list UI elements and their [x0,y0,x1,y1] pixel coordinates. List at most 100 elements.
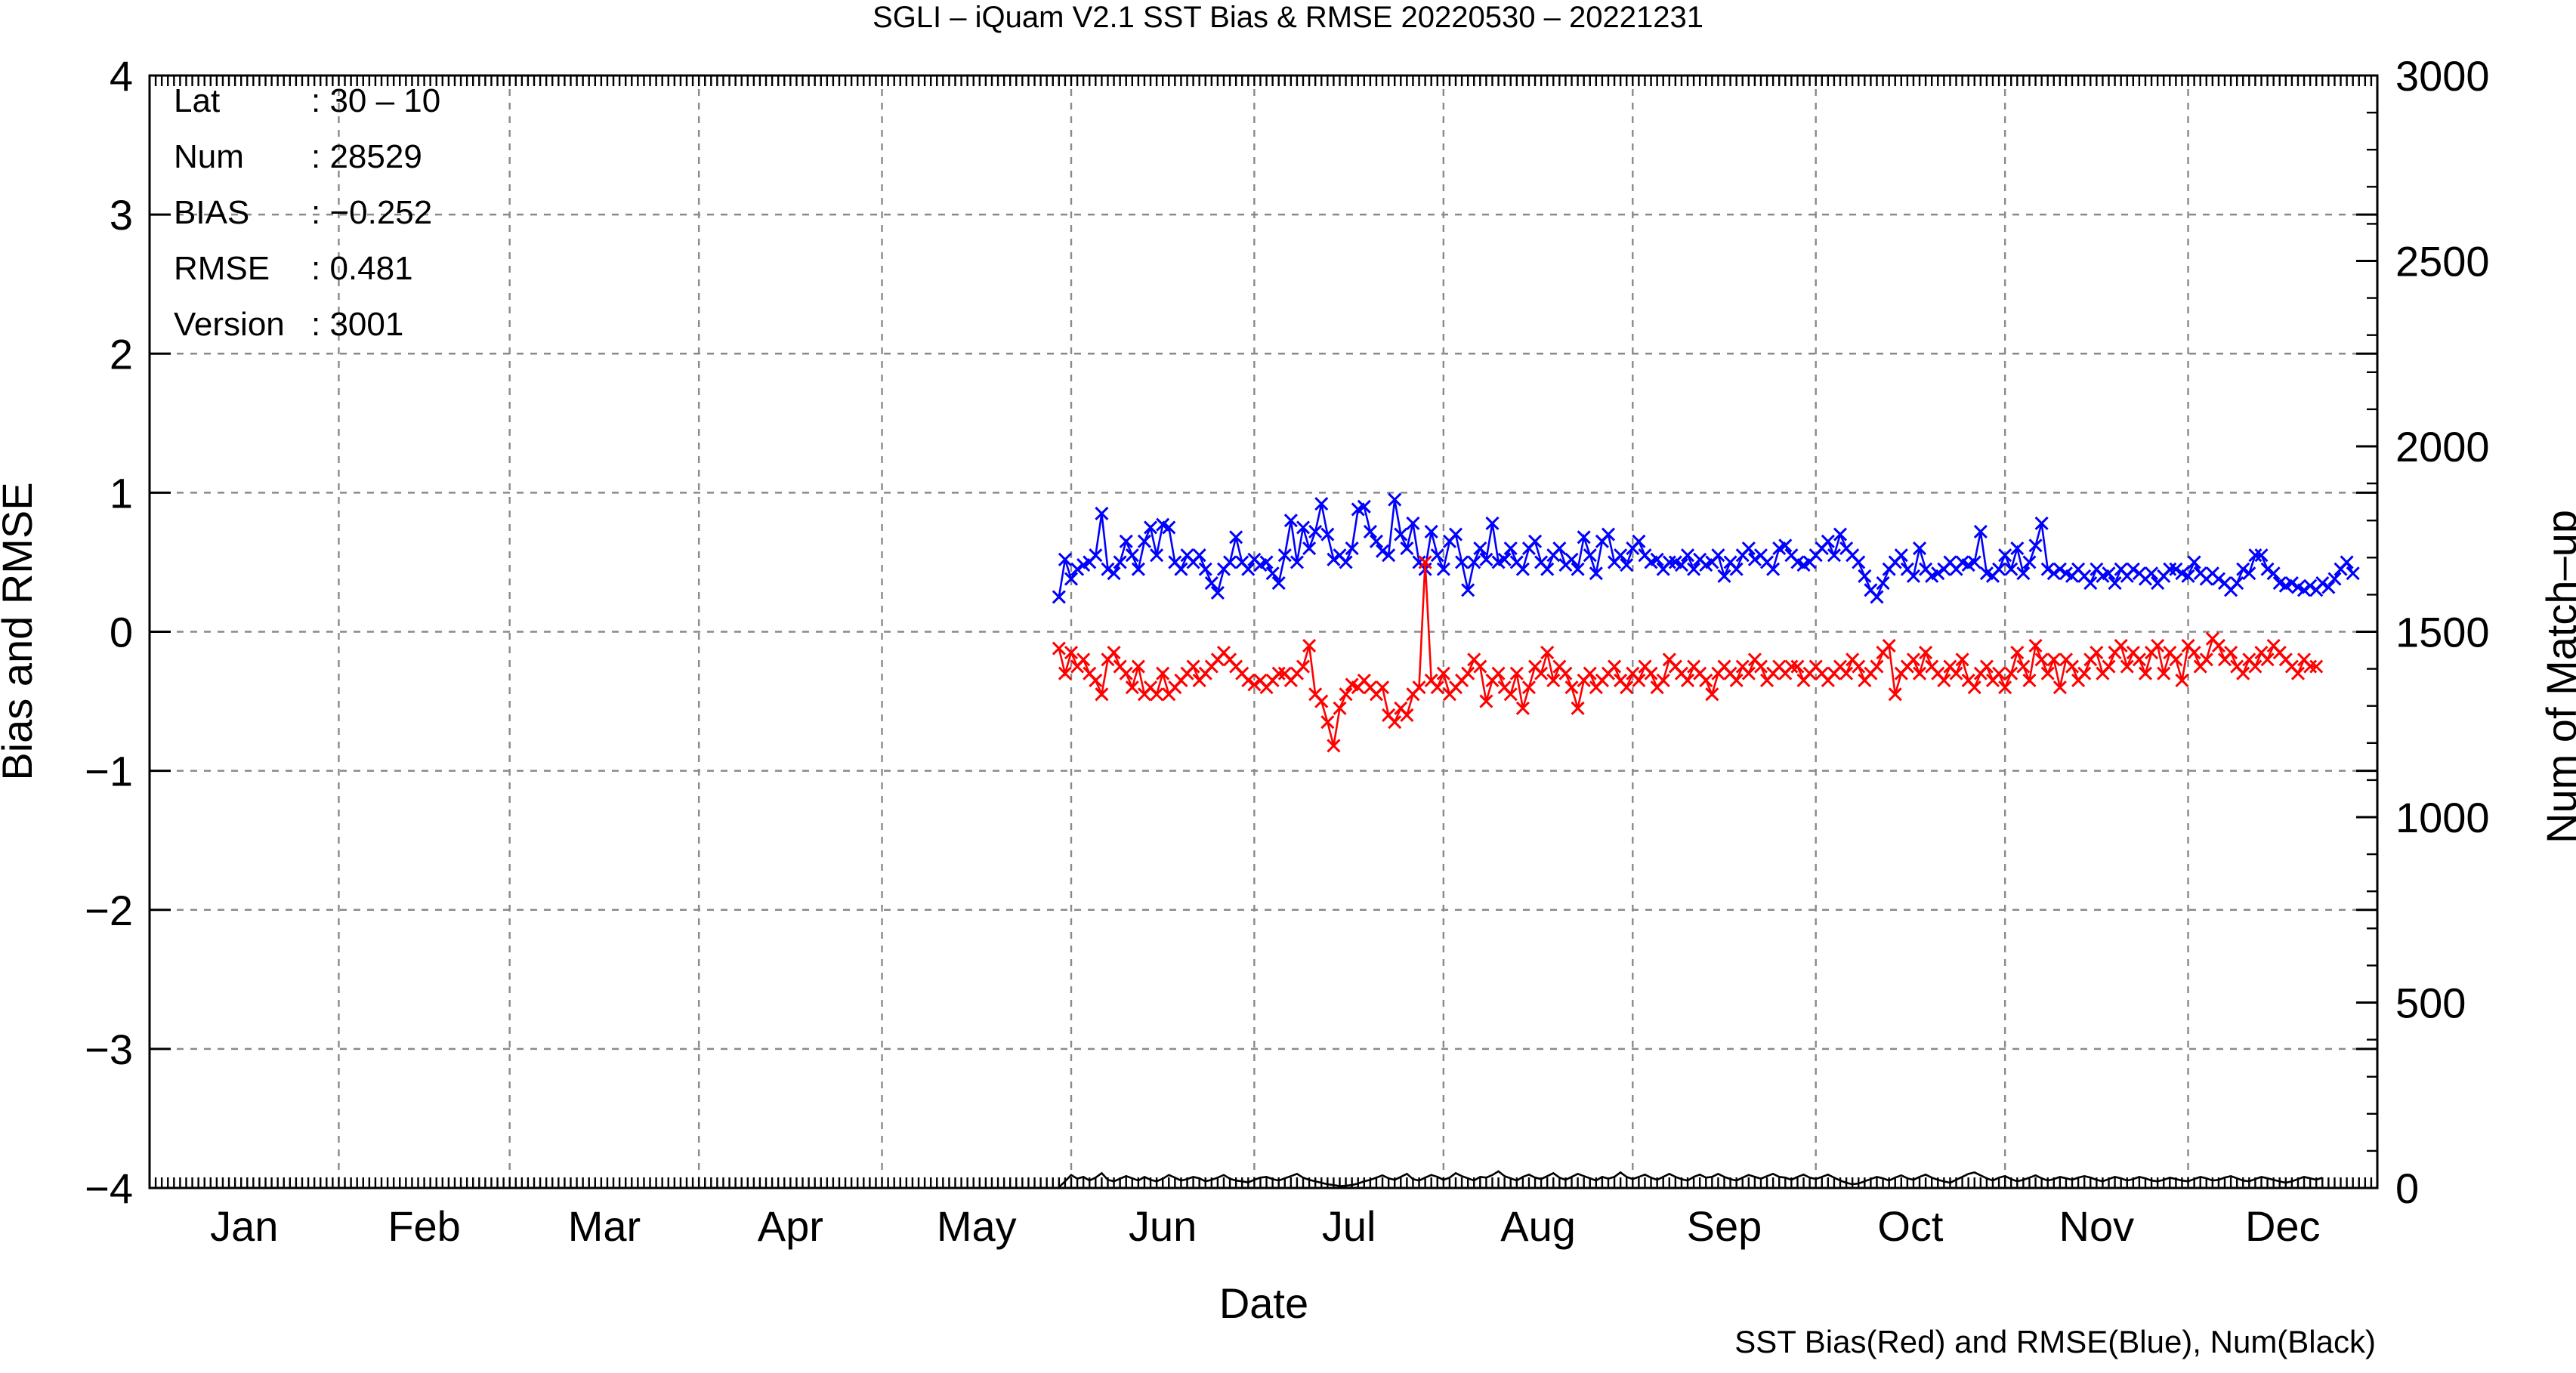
left-tick-label: −4 [85,1165,133,1212]
data-point-rmse [1717,569,1731,583]
month-label: Aug [1500,1202,1576,1250]
chart-title: SGLI – iQuam V2.1 SST Bias & RMSE 202205… [873,1,1703,34]
minor-ticks [148,74,2379,1189]
left-tick-label: 3 [110,191,133,239]
data-point-rmse [1766,562,1781,576]
data-point-rmse [2321,580,2336,594]
series-rmse [1052,492,2360,604]
data-point-rmse [1143,520,1158,535]
data-point-rmse [1992,562,2006,576]
data-point-bias [1540,646,1555,660]
data-point-bias [1125,680,1139,695]
data-point-rmse [2163,562,2177,576]
data-point-bias [2175,673,2189,688]
data-point-rmse [1973,524,1988,538]
data-point-rmse [2211,572,2225,586]
left-tick-label: 4 [110,52,133,100]
right-tick-label: 1500 [2395,609,2490,656]
data-point-bias [1095,687,1109,702]
data-point-bias [1839,666,1854,680]
data-point-rmse [1967,555,1981,569]
data-point-rmse [1150,548,1164,563]
month-label: Sep [1687,1202,1762,1250]
data-point-rmse [1125,548,1139,563]
data-point-rmse [1089,548,1103,563]
data-point-rmse [2315,575,2330,591]
data-point-rmse [1241,562,1256,576]
data-point-bias [1919,646,1933,660]
data-point-rmse [1070,562,1085,576]
data-point-rmse [1503,541,1518,556]
data-point-bias [2102,659,2116,674]
data-point-rmse [1345,541,1359,556]
data-point-bias [1418,555,1432,569]
data-point-bias [2065,659,2080,674]
data-point-bias [2290,666,2306,680]
data-point-bias [1241,673,1256,688]
data-point-bias [2114,638,2128,653]
right-tick-label: 2500 [2395,238,2490,285]
data-point-rmse [1461,583,1475,597]
data-point-bias [1680,673,1695,688]
month-label: Feb [388,1202,461,1250]
data-point-rmse [1296,520,1311,535]
data-point-bias [1937,673,1951,688]
data-point-rmse [1131,562,1145,576]
data-point-rmse [2346,566,2360,581]
data-point-rmse [1479,552,1493,566]
stat-label: RMSE [174,250,270,287]
data-point-rmse [2169,562,2183,576]
data-point-rmse [1912,541,1927,556]
data-point-rmse [1687,562,1701,576]
data-point-bias [1571,701,1585,715]
data-point-bias [1107,646,1121,660]
data-point-rmse [1162,520,1176,535]
data-point-rmse [1375,544,1390,558]
data-point-bias [1302,638,1317,653]
data-point-rmse [2254,548,2269,563]
data-point-rmse [2260,562,2275,576]
data-point-rmse [1729,562,1744,576]
right-y-ticks: 0 500 1000 1500 2000 2500 3000 [2356,52,2490,1212]
data-point-rmse [1858,569,1872,583]
data-point-rmse [1430,548,1444,563]
data-point-bias [1784,659,1799,674]
data-point-bias [1564,680,1579,695]
stat-label: Version [174,306,285,343]
data-point-bias [1320,715,1335,730]
data-point-rmse [2230,575,2244,591]
data-point-rmse [2296,583,2312,597]
data-point-rmse [1650,552,1664,566]
data-point-rmse [1229,530,1243,545]
x-axis-label: Date [1219,1279,1308,1327]
data-point-rmse [1998,548,2012,563]
data-point-bias [1882,638,1896,653]
data-point-bias [2028,638,2043,653]
data-point-rmse [1119,534,1133,548]
data-point-rmse [1406,516,1420,530]
data-point-bias [1119,666,1133,680]
month-label: Jul [1322,1202,1376,1250]
data-point-rmse [2187,555,2201,569]
data-point-rmse [1259,555,1274,569]
stat-value: : 28529 [311,138,422,175]
data-point-rmse [2284,575,2299,591]
legend-note: SST Bias(Red) and RMSE(Blue), Num(Black) [1734,1324,2376,1359]
data-point-rmse [1137,534,1152,548]
data-point-rmse [1833,527,1848,541]
data-point-bias [1705,687,1719,702]
data-point-rmse [1662,555,1676,569]
data-point-rmse [2016,566,2031,581]
data-point-rmse [1821,534,1835,548]
month-label: Oct [1877,1202,1944,1250]
series-line-num [1058,1170,2323,1188]
data-point-rmse [2181,569,2195,583]
data-point-bias [2120,659,2134,674]
data-point-rmse [1778,538,1793,553]
data-point-rmse [2052,562,2067,576]
data-point-rmse [2327,572,2342,586]
data-point-bias [1064,646,1079,660]
data-point-bias [1461,666,1475,680]
data-point-bias [1076,653,1091,667]
stat-value: : 0.481 [311,250,413,287]
